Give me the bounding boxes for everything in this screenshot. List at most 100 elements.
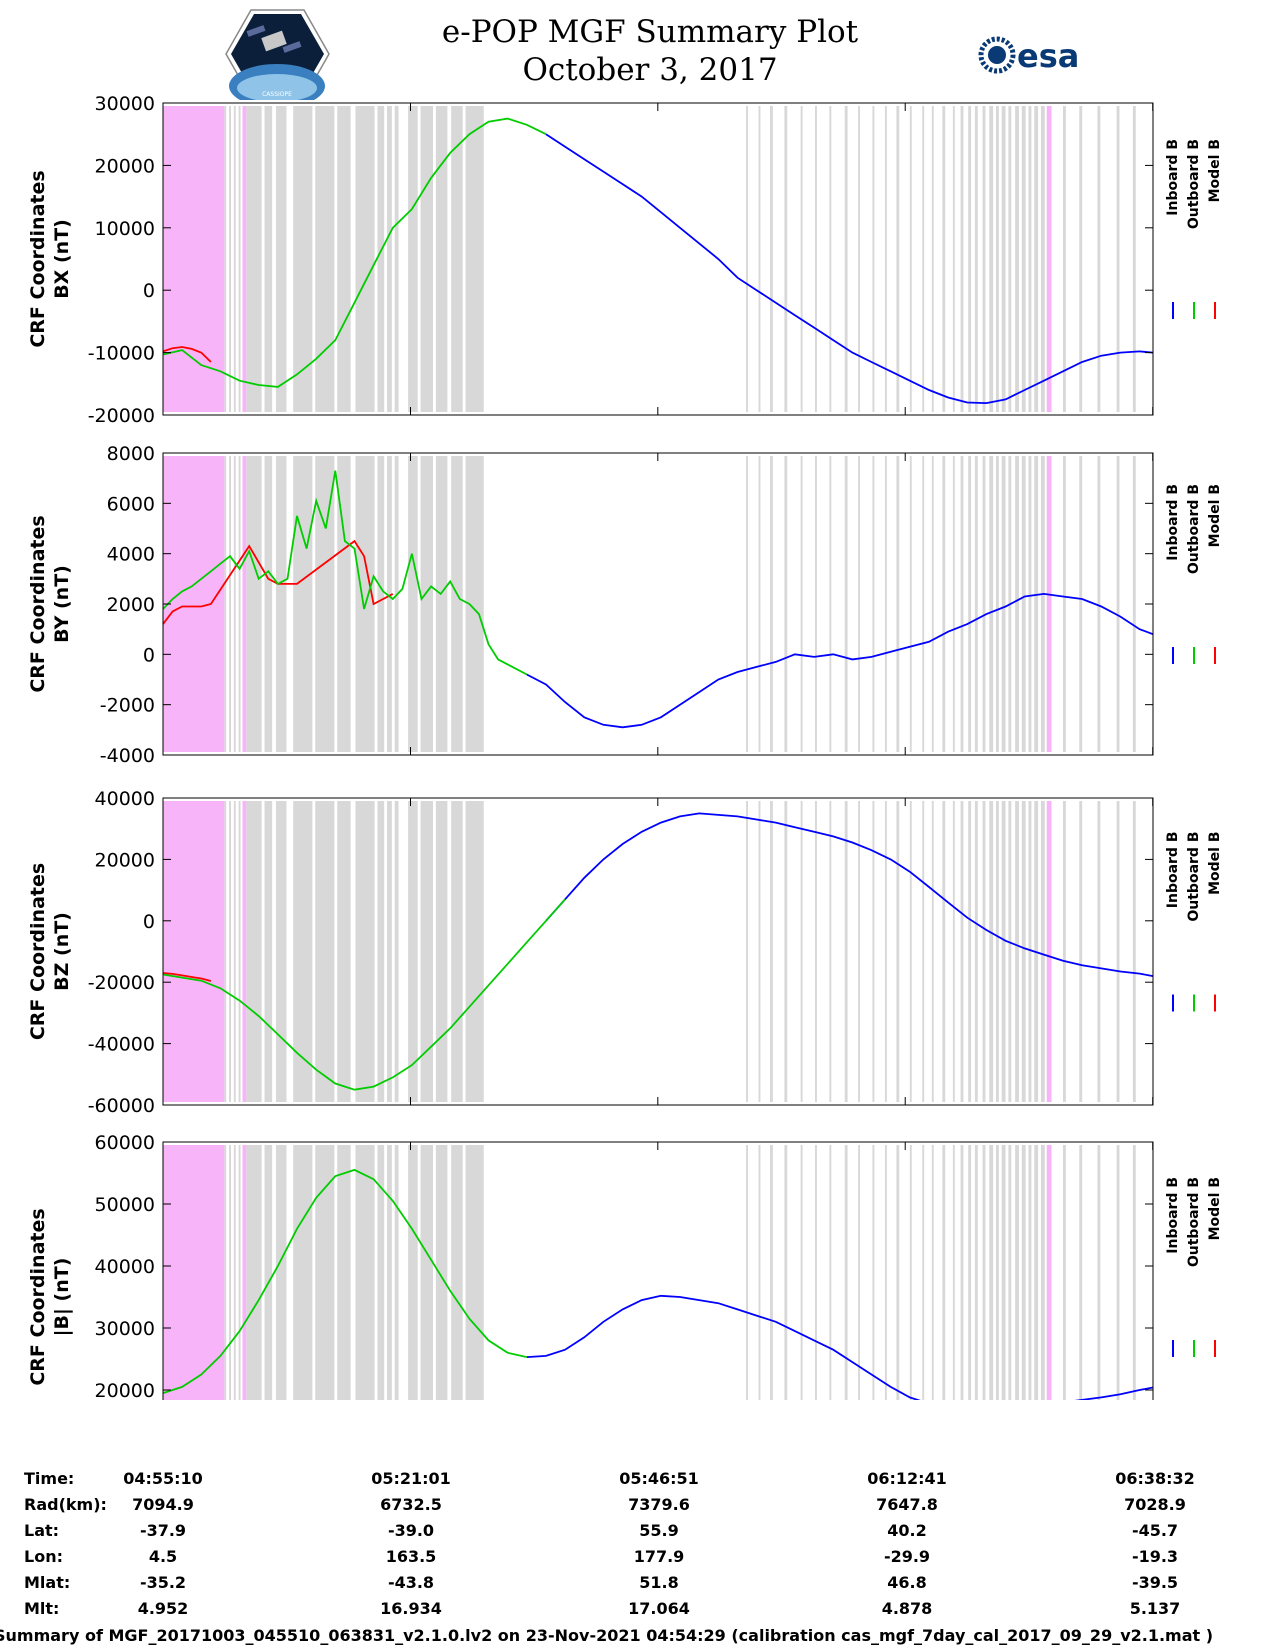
mode-shading — [1046, 1145, 1052, 1400]
data-gap-shading — [315, 801, 335, 1102]
data-gap-shading — [408, 456, 418, 752]
y-axis-label: |B| (nT) — [51, 1258, 73, 1337]
data-gap-shading — [1116, 456, 1120, 752]
data-gap-shading — [909, 801, 912, 1102]
data-gap-shading — [1028, 456, 1032, 752]
data-gap-shading — [1079, 106, 1083, 412]
data-gap-shading — [974, 801, 978, 1102]
data-gap-shading — [844, 106, 848, 412]
info-cell: 40.2 — [887, 1521, 927, 1540]
info-cell: 16.934 — [380, 1599, 442, 1618]
data-gap-shading — [960, 1145, 964, 1400]
data-gap-shading — [931, 801, 934, 1102]
data-gap-shading — [896, 456, 900, 752]
data-gap-shading — [337, 801, 351, 1102]
data-gap-shading — [922, 1145, 925, 1400]
data-gap-shading — [800, 801, 803, 1102]
data-gap-shading — [909, 106, 912, 412]
info-cell: 163.5 — [385, 1547, 437, 1566]
y-tick-label: -20000 — [88, 405, 155, 427]
data-gap-shading — [1028, 1145, 1032, 1400]
data-gap-shading — [377, 106, 385, 412]
inboard-b-line — [526, 592, 1154, 729]
data-gap-shading — [315, 456, 335, 752]
data-gap-shading — [1034, 456, 1039, 752]
data-gap-shading — [960, 456, 964, 752]
data-gap-shading — [229, 1145, 231, 1400]
info-row-label: Mlat: — [24, 1573, 71, 1592]
data-gap-shading — [1097, 456, 1101, 752]
data-gap-shading — [264, 1145, 273, 1400]
y-tick-label: -40000 — [88, 1034, 155, 1056]
data-gap-shading — [408, 801, 418, 1102]
data-gap-shading — [1034, 106, 1039, 412]
data-gap-shading — [337, 456, 351, 752]
data-gap-shading — [1116, 1145, 1120, 1400]
data-gap-shading — [829, 801, 832, 1102]
outboard-b-line — [162, 1168, 527, 1394]
data-gap-shading — [995, 801, 999, 1102]
y-tick-label: -60000 — [88, 1095, 155, 1117]
data-gap-shading — [233, 1145, 236, 1400]
data-gap-shading — [829, 106, 832, 412]
data-gap-shading — [896, 106, 900, 412]
data-gap-shading — [238, 1145, 241, 1400]
mode-shading — [163, 106, 225, 412]
data-gap-shading — [420, 801, 433, 1102]
data-gap-shading — [293, 1145, 313, 1400]
plot-date: October 3, 2017 — [522, 52, 778, 88]
info-cell: 6732.5 — [380, 1495, 442, 1514]
cassiope-logo: CASSIOPE — [225, 9, 330, 100]
data-gap-shading — [1028, 106, 1032, 412]
y-axis-label: BX (nT) — [51, 219, 73, 299]
data-gap-shading — [931, 106, 934, 412]
data-gap-shading — [233, 801, 236, 1102]
data-gap-shading — [1008, 1145, 1012, 1400]
data-gap-shading — [275, 801, 287, 1102]
info-cell: -19.3 — [1131, 1547, 1179, 1566]
data-gap-shading — [275, 106, 287, 412]
data-gap-shading — [465, 456, 484, 752]
data-gap-shading — [1132, 801, 1136, 1102]
data-gap-shading — [387, 456, 392, 752]
data-gap-shading — [829, 456, 832, 752]
y-tick-label: 0 — [143, 280, 155, 302]
data-gap-shading — [238, 106, 241, 412]
info-cell: -37.9 — [139, 1521, 187, 1540]
y-tick-label: 6000 — [107, 493, 155, 515]
data-gap-shading — [264, 801, 273, 1102]
y-axis-label: CRF Coordinates — [27, 1208, 49, 1385]
data-gap-shading — [465, 1145, 484, 1400]
info-cell: 51.8 — [639, 1573, 679, 1592]
y-axis-label: BY (nT) — [51, 565, 73, 643]
info-cell: 7028.9 — [1124, 1495, 1186, 1514]
outboard-b-line — [162, 898, 566, 1091]
data-gap-shading — [758, 456, 761, 752]
data-gap-shading — [758, 801, 761, 1102]
data-gap-shading — [968, 1145, 972, 1400]
data-gap-shading — [974, 456, 978, 752]
data-gap-shading — [420, 1145, 433, 1400]
mode-shading — [242, 801, 247, 1102]
legend-label: Model B — [1207, 139, 1223, 202]
info-cell: -35.2 — [139, 1573, 187, 1592]
data-gap-shading — [909, 1145, 912, 1400]
data-gap-shading — [968, 106, 972, 412]
y-tick-label: 40000 — [95, 1256, 155, 1278]
legend-label: Inboard B — [1165, 139, 1181, 216]
data-gap-shading — [1028, 801, 1032, 1102]
data-gap-shading — [942, 1145, 946, 1400]
data-gap-shading — [960, 106, 964, 412]
data-gap-shading — [1079, 801, 1083, 1102]
data-gap-shading — [1063, 456, 1066, 752]
data-gap-shading — [995, 106, 999, 412]
data-gap-shading — [784, 801, 788, 1102]
info-cell: -39.0 — [387, 1521, 435, 1540]
data-gap-shading — [758, 1145, 761, 1400]
mode-shading — [163, 1145, 225, 1400]
data-gap-shading — [896, 1145, 900, 1400]
info-cell: -45.7 — [1131, 1521, 1179, 1540]
data-gap-shading — [435, 801, 448, 1102]
y-tick-label: 40000 — [95, 788, 155, 810]
model-b-line — [162, 972, 212, 982]
